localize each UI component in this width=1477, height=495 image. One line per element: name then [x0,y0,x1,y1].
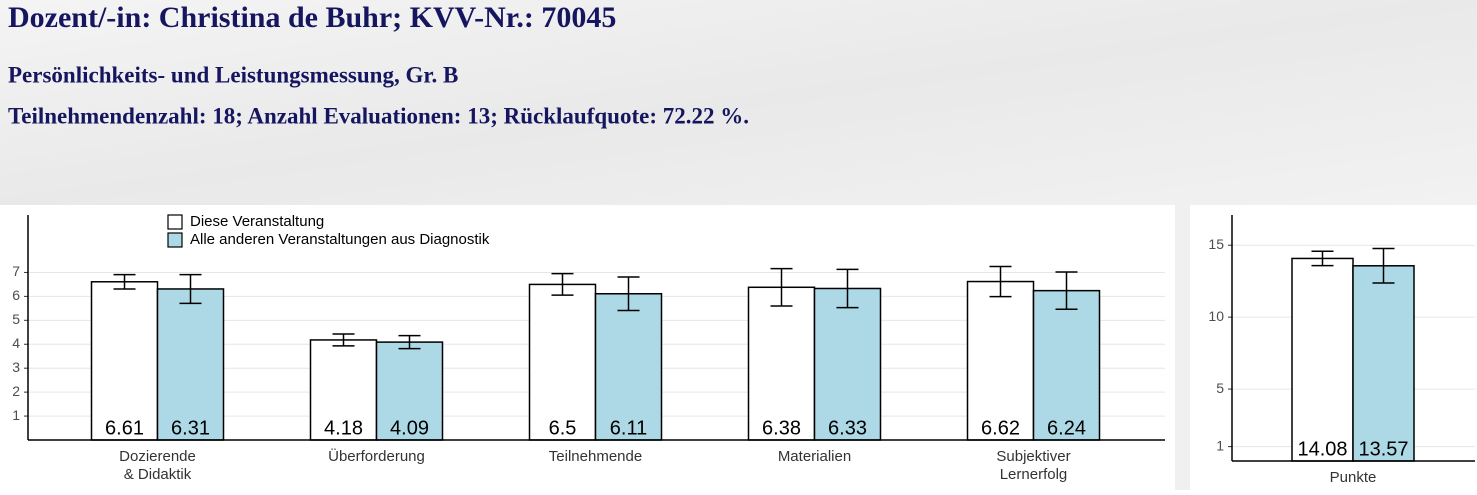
x-tick-label: Materialien [777,448,852,465]
y-tick-label: 10 [1208,308,1224,324]
separator [1175,205,1190,490]
value-label: 6.33 [828,417,867,439]
bar [156,288,225,441]
y-tick-label: 4 [12,335,20,351]
x-tick-label: Punkte [1329,469,1377,486]
x-tick-label: Subjektiver Lernerfolg [996,448,1071,483]
x-tick-label: Teilnehmende [548,448,643,465]
bar [1291,257,1354,462]
value-label: 6.31 [171,417,210,439]
value-label: 4.09 [390,417,429,439]
y-tick-label: 2 [12,383,20,399]
bar [1032,289,1101,441]
y-tick-label: 15 [1208,236,1224,252]
bar [309,339,378,441]
legend-swatch [167,214,183,230]
bar [966,280,1035,441]
subtitle: Persönlichkeits- und Leistungsmessung, G… [8,62,458,87]
y-tick-label: 7 [12,263,20,279]
value-label: 6.11 [610,417,647,439]
bar [594,293,663,441]
value-label: 4.18 [324,417,363,439]
info: Teilnehmendenzahl: 18; Anzahl Evaluation… [8,103,749,128]
y-tick-label: 5 [1216,380,1224,396]
legend-label: Diese Veranstaltung [190,213,324,230]
x-tick-label: Dozierende & Didaktik [119,448,196,483]
legend-swatch [167,232,183,248]
y-tick-label: 5 [12,311,20,327]
value-label: 6.24 [1047,417,1086,439]
value-label: 6.62 [981,417,1020,439]
bar [90,281,159,441]
header-background [0,0,1477,205]
value-label: 6.38 [762,417,801,439]
x-tick-label: Überforderung [328,448,425,465]
y-tick-label: 3 [12,359,20,375]
legend-label: Alle anderen Veranstaltungen aus Diagnos… [190,231,490,248]
value-label: 6.5 [549,417,577,439]
y-tick-label: 1 [12,407,20,423]
y-tick-label: 1 [1216,437,1224,453]
page-title: Dozent/-in: Christina de Buhr; KVV-Nr.: … [8,1,616,34]
y-tick-label: 6 [12,287,20,303]
value-label: 6.61 [105,417,144,439]
value-label: 13.57 [1358,438,1408,460]
value-label: 14.08 [1297,438,1347,460]
bar [1352,265,1415,462]
